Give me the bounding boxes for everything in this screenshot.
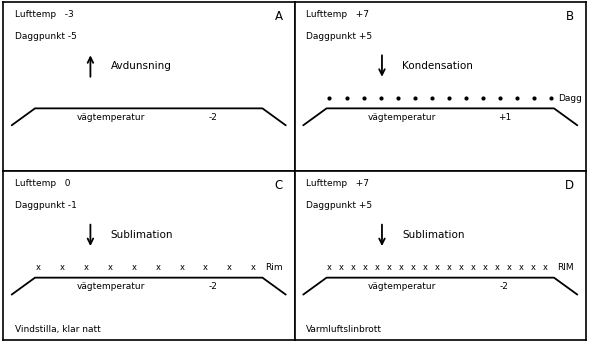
Text: x: x bbox=[179, 263, 184, 272]
Text: x: x bbox=[155, 263, 160, 272]
Text: x: x bbox=[531, 263, 536, 272]
Text: Lufttemp   +7: Lufttemp +7 bbox=[306, 180, 369, 188]
Text: Avdunsning: Avdunsning bbox=[111, 61, 172, 71]
Text: Sublimation: Sublimation bbox=[402, 230, 465, 240]
Text: x: x bbox=[107, 263, 112, 272]
Text: vägtemperatur: vägtemperatur bbox=[77, 282, 145, 291]
Text: Varmluftslinbrott: Varmluftslinbrott bbox=[306, 325, 382, 333]
Text: Lufttemp   +7: Lufttemp +7 bbox=[306, 10, 369, 19]
Text: x: x bbox=[507, 263, 512, 272]
Text: x: x bbox=[459, 263, 464, 272]
Text: Daggpunkt -5: Daggpunkt -5 bbox=[15, 32, 77, 41]
Text: Lufttemp   0: Lufttemp 0 bbox=[15, 180, 70, 188]
Text: C: C bbox=[274, 180, 283, 193]
Text: D: D bbox=[565, 180, 574, 193]
Text: x: x bbox=[351, 263, 356, 272]
Text: -2: -2 bbox=[209, 282, 217, 291]
Text: x: x bbox=[411, 263, 416, 272]
Text: Rim: Rim bbox=[265, 263, 283, 272]
Text: -2: -2 bbox=[209, 113, 217, 122]
Text: RIM: RIM bbox=[557, 263, 574, 272]
Text: -2: -2 bbox=[500, 282, 509, 291]
Text: vägtemperatur: vägtemperatur bbox=[368, 113, 436, 122]
Text: +1: +1 bbox=[498, 113, 511, 122]
Text: B: B bbox=[566, 10, 574, 23]
Text: x: x bbox=[84, 263, 88, 272]
Text: x: x bbox=[447, 263, 452, 272]
Text: x: x bbox=[327, 263, 332, 272]
Text: x: x bbox=[387, 263, 392, 272]
Text: x: x bbox=[131, 263, 136, 272]
Text: Sublimation: Sublimation bbox=[111, 230, 173, 240]
Text: x: x bbox=[227, 263, 232, 272]
Text: A: A bbox=[275, 10, 283, 23]
Text: x: x bbox=[519, 263, 524, 272]
Text: x: x bbox=[59, 263, 64, 272]
Text: x: x bbox=[35, 263, 41, 272]
Text: x: x bbox=[363, 263, 368, 272]
Text: x: x bbox=[339, 263, 344, 272]
Text: x: x bbox=[542, 263, 548, 272]
Text: x: x bbox=[423, 263, 428, 272]
Text: x: x bbox=[471, 263, 476, 272]
Text: x: x bbox=[251, 263, 256, 272]
Text: Kondensation: Kondensation bbox=[402, 61, 473, 71]
Text: vägtemperatur: vägtemperatur bbox=[368, 282, 436, 291]
Text: x: x bbox=[399, 263, 404, 272]
Text: x: x bbox=[435, 263, 440, 272]
Text: Vindstilla, klar natt: Vindstilla, klar natt bbox=[15, 325, 100, 333]
Text: Daggpunkt -1: Daggpunkt -1 bbox=[15, 201, 77, 210]
Text: x: x bbox=[203, 263, 209, 272]
Text: Daggpunkt +5: Daggpunkt +5 bbox=[306, 32, 372, 41]
Text: x: x bbox=[495, 263, 500, 272]
Text: Lufttemp   -3: Lufttemp -3 bbox=[15, 10, 74, 19]
Text: x: x bbox=[375, 263, 380, 272]
Text: x: x bbox=[483, 263, 488, 272]
Text: Daggpunkt +5: Daggpunkt +5 bbox=[306, 201, 372, 210]
Text: vägtemperatur: vägtemperatur bbox=[77, 113, 145, 122]
Text: Dagg: Dagg bbox=[558, 94, 583, 103]
